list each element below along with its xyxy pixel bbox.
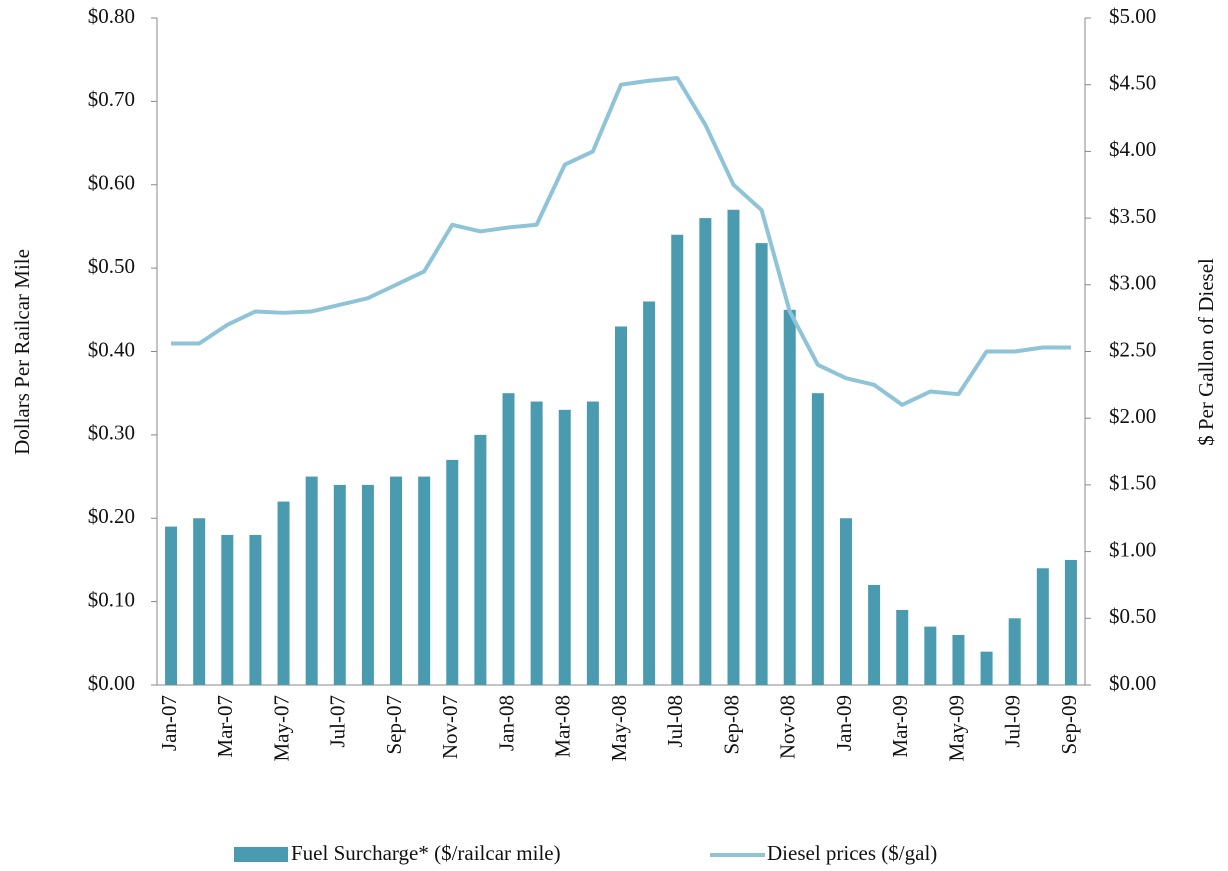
y-tick-label: $0.30 <box>88 421 135 445</box>
x-tick-label: Mar-07 <box>213 695 237 758</box>
y2-tick-label: $5.00 <box>1109 4 1156 28</box>
x-tick-label: May-08 <box>607 695 631 762</box>
bar <box>924 626 937 685</box>
bar <box>390 476 403 685</box>
bar <box>811 393 824 685</box>
x-tick-label: Sep-07 <box>382 695 406 755</box>
x-tick-label: Jan-07 <box>157 695 181 751</box>
bar <box>418 476 431 685</box>
y-tick-label: $0.00 <box>88 671 135 695</box>
x-tick-label: Nov-08 <box>776 695 800 759</box>
bar <box>1008 618 1021 685</box>
y-tick-label: $0.40 <box>88 337 135 361</box>
bar <box>1064 559 1077 685</box>
legend-swatch <box>234 847 288 862</box>
bar <box>221 534 234 685</box>
y-tick-label: $0.10 <box>88 587 135 611</box>
y2-tick-label: $1.00 <box>1109 537 1156 561</box>
bar <box>868 584 881 685</box>
y-tick-label: $0.20 <box>88 504 135 528</box>
x-tick-label: Nov-07 <box>438 695 462 759</box>
y2-tick-label: $3.50 <box>1109 204 1156 228</box>
bar <box>165 526 178 685</box>
y2-tick-label: $4.50 <box>1109 71 1156 95</box>
x-tick-label: Sep-09 <box>1057 695 1081 755</box>
line <box>171 76 1071 407</box>
legend-label: Diesel prices ($/gal) <box>767 841 937 865</box>
bar <box>193 518 206 685</box>
y2-tick-label: $4.00 <box>1109 137 1156 161</box>
bar <box>305 476 318 685</box>
bar <box>727 209 740 685</box>
y-tick-label: $0.50 <box>88 254 135 278</box>
bar <box>277 501 290 685</box>
bar <box>1036 568 1049 685</box>
bar <box>783 309 796 685</box>
y2-tick-label: $2.50 <box>1109 337 1156 361</box>
y-axis-label: Dollars Per Railcar Mile <box>10 249 34 455</box>
bar <box>361 484 374 685</box>
y2-tick-label: $3.00 <box>1109 271 1156 295</box>
x-tick-label: Jan-08 <box>494 695 518 751</box>
bar <box>333 484 346 685</box>
y-tick-label: $0.80 <box>88 4 135 28</box>
y2-tick-label: $2.00 <box>1109 404 1156 428</box>
bar <box>699 218 712 685</box>
bar <box>586 401 599 685</box>
bar <box>643 301 656 685</box>
y2-tick-label: $0.00 <box>1109 671 1156 695</box>
x-tick-label: Sep-08 <box>719 695 743 755</box>
legend-label: Fuel Surcharge* ($/railcar mile) <box>291 841 561 865</box>
bar <box>896 609 909 685</box>
bar <box>839 518 852 685</box>
bar <box>558 409 571 685</box>
x-tick-label: May-07 <box>269 695 293 762</box>
x-tick-label: Jul-09 <box>1001 695 1025 748</box>
x-tick-label: Mar-09 <box>888 695 912 758</box>
bar <box>671 234 684 685</box>
bar <box>502 393 515 685</box>
bar <box>615 326 627 685</box>
bar <box>952 634 965 685</box>
y-tick-label: $0.60 <box>88 171 135 195</box>
bar <box>980 651 993 685</box>
bar <box>474 434 487 685</box>
bar <box>446 459 459 685</box>
x-tick-label: Jan-09 <box>832 695 856 751</box>
y-tick-label: $0.70 <box>88 87 135 111</box>
x-tick-label: Jul-08 <box>663 695 687 748</box>
y2-tick-label: $1.50 <box>1109 471 1156 495</box>
y2-tick-label: $0.50 <box>1109 604 1156 628</box>
y2-axis-label: $ Per Gallon of Diesel <box>1194 258 1218 446</box>
bar <box>249 534 262 685</box>
bar <box>755 243 768 686</box>
x-tick-label: Mar-08 <box>551 695 575 758</box>
x-tick-label: May-09 <box>944 695 968 762</box>
bar <box>530 401 543 685</box>
x-tick-label: Jul-07 <box>326 695 350 748</box>
